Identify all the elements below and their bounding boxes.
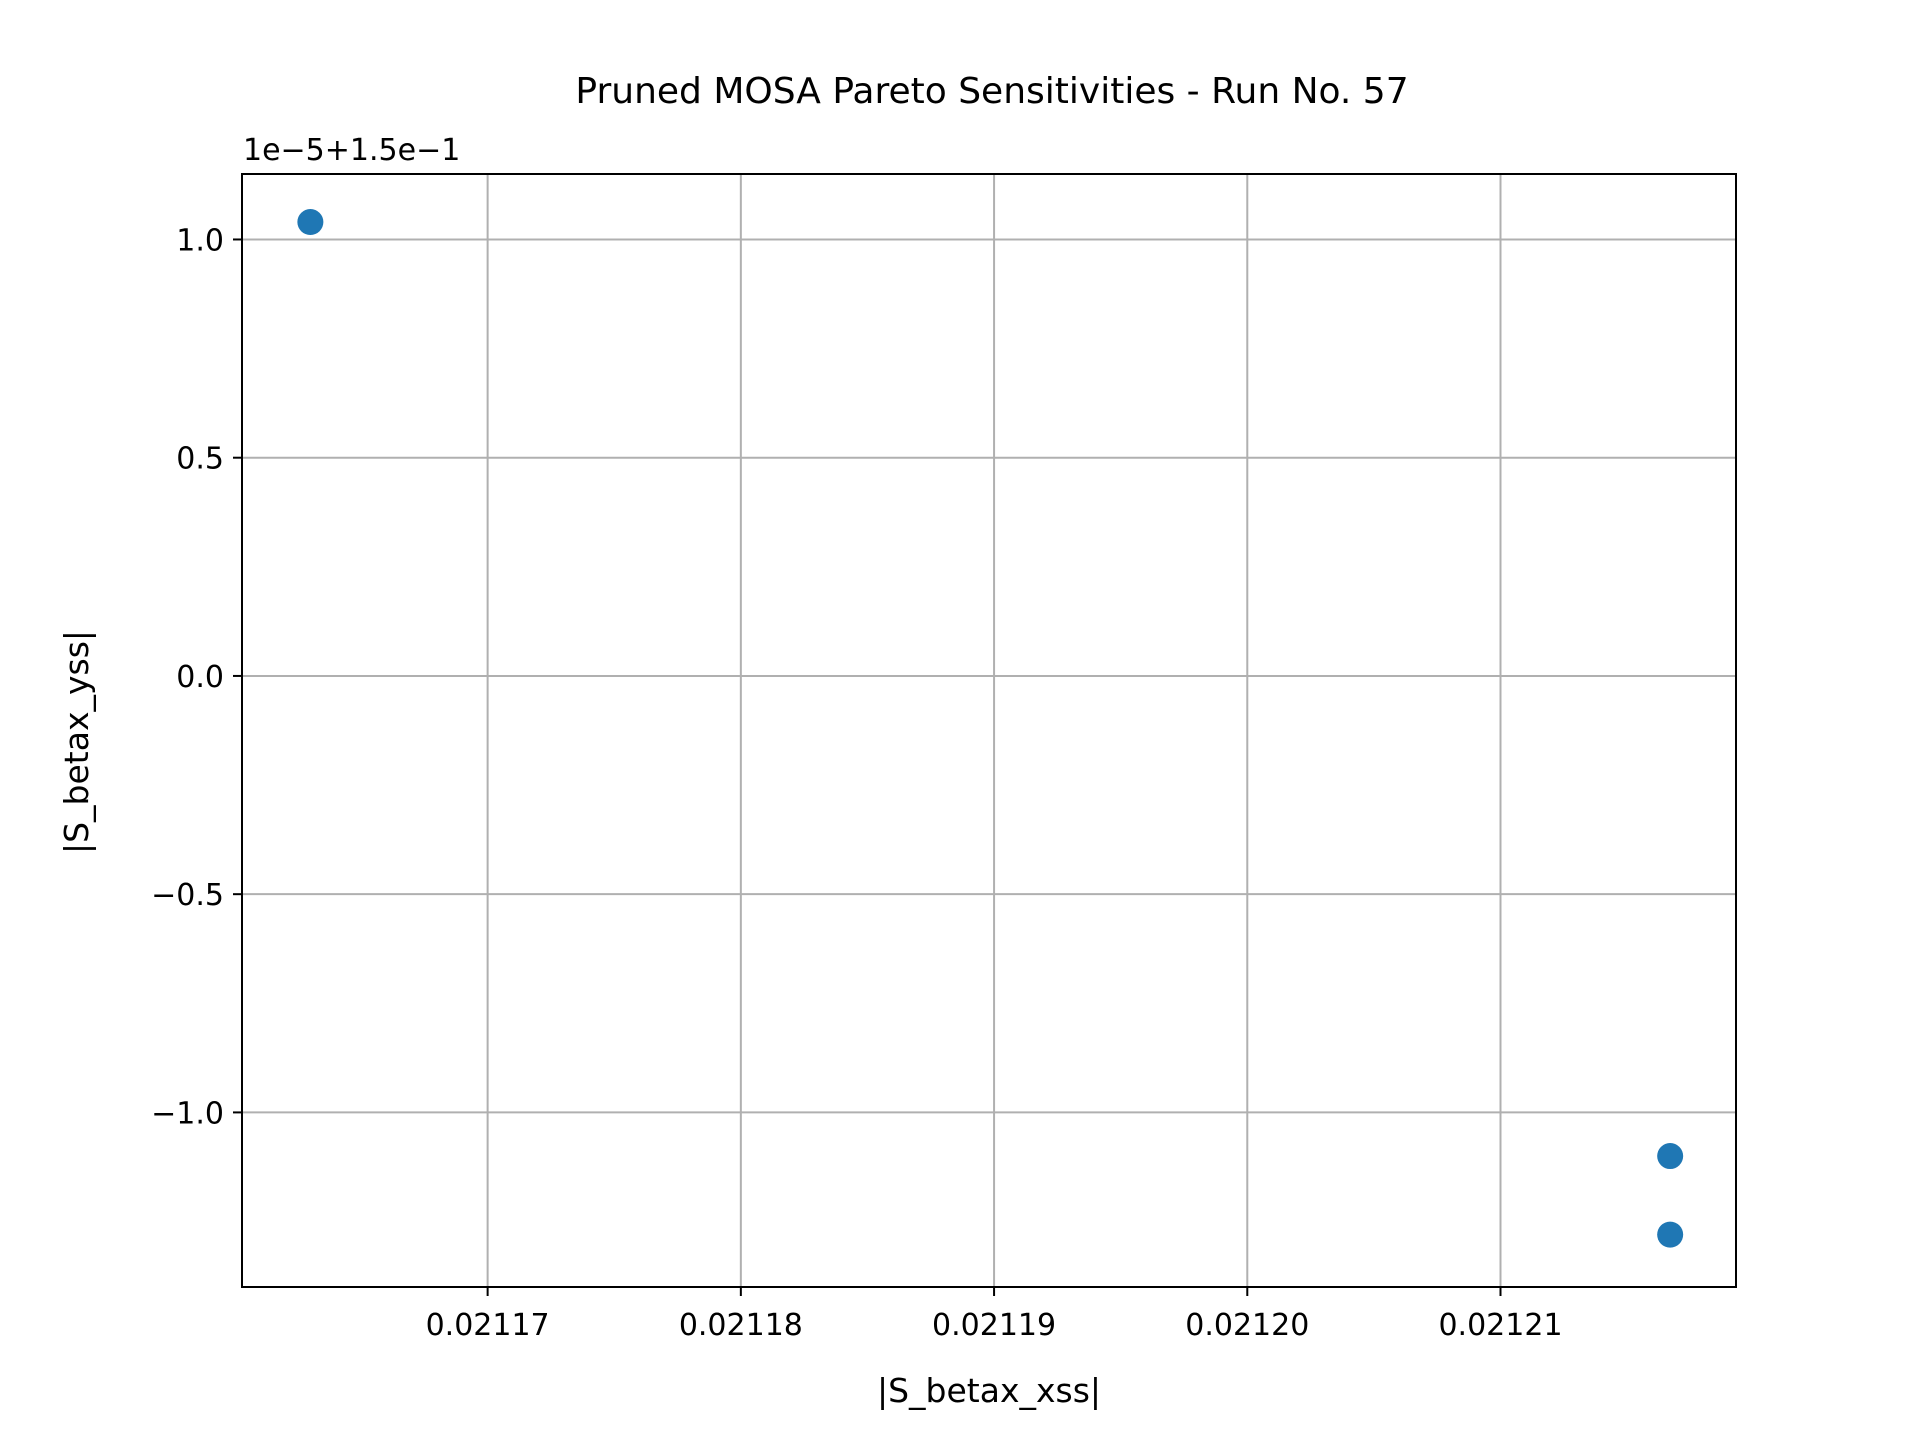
x-axis-ticks: 0.02117 0.02118 0.02119 0.02120 0.02121 xyxy=(426,1287,1563,1343)
x-tick-label: 0.02120 xyxy=(1185,1308,1309,1343)
x-tick-label: 0.02121 xyxy=(1438,1308,1562,1343)
data-point xyxy=(1657,1143,1684,1170)
y-axis-ticks: 1.0 0.5 0.0 −0.5 −1.0 xyxy=(151,223,242,1131)
y-tick-label: −1.0 xyxy=(151,1096,224,1131)
data-point xyxy=(1657,1221,1684,1248)
x-tick-label: 0.02119 xyxy=(932,1308,1056,1343)
y-tick-label: −0.5 xyxy=(151,878,224,913)
grid-lines xyxy=(242,174,1736,1287)
y-tick-label: 1.0 xyxy=(176,223,224,258)
x-axis-label: |S_betax_xss| xyxy=(877,1371,1101,1410)
axes-frame xyxy=(241,173,1737,1288)
data-points xyxy=(297,209,1684,1248)
y-axis-label: |S_betax_yss| xyxy=(57,630,96,854)
chart-title: Pruned MOSA Pareto Sensitivities - Run N… xyxy=(575,71,1408,112)
x-tick-label: 0.02118 xyxy=(679,1308,803,1343)
y-tick-label: 0.5 xyxy=(176,442,224,477)
y-tick-label: 0.0 xyxy=(176,660,224,695)
y-axis-offset-label: 1e−5+1.5e−1 xyxy=(243,133,460,168)
x-tick-label: 0.02117 xyxy=(426,1308,550,1343)
data-point xyxy=(297,209,324,236)
